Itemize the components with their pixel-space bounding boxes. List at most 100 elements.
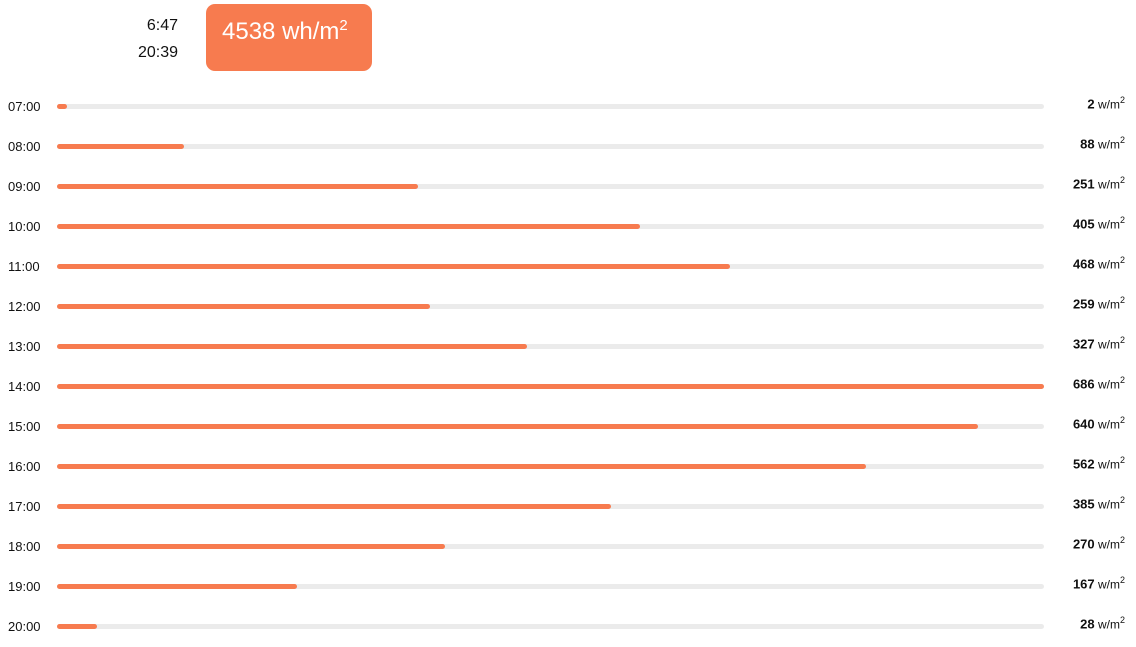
hour-tick-label: 10:00 [8,219,41,234]
bar-track [57,344,1044,349]
chart-row: 17:00 385 w/m2 [0,482,1136,522]
bar-value-unit-exponent: 2 [1119,295,1125,305]
chart-row: 16:00 562 w/m2 [0,442,1136,482]
bar-value-label: 167 w/m2 [1073,573,1125,592]
bar-value-unit-exponent: 2 [1119,615,1125,625]
bar [57,304,430,309]
daily-total-value: 4538 [222,18,276,45]
bar [57,344,528,349]
bar-value-unit-exponent: 2 [1119,535,1125,545]
daily-total-unit: wh/m [282,18,340,45]
bar-value-unit-exponent: 2 [1119,415,1125,425]
bar [57,184,419,189]
bar-value-number: 259 [1072,296,1095,312]
chart-row: 12:00 259 w/m2 [0,282,1136,322]
bar-value-unit: w/m [1094,97,1120,112]
bar-value-unit-exponent: 2 [1119,255,1125,265]
chart-row: 10:00 405 w/m2 [0,202,1136,242]
bar [57,424,978,429]
bar-value-unit-exponent: 2 [1119,575,1125,585]
bar-value-number: 88 [1080,136,1095,152]
bar-track [57,264,1044,269]
header: 6:47 20:39 4538 wh/m2 [0,0,1136,82]
bar-value-number: 2 [1087,96,1095,112]
hour-tick-label: 08:00 [8,139,41,154]
bar-value-unit: w/m [1094,377,1120,392]
bar [57,584,298,589]
sun-times: 6:47 20:39 [100,12,178,66]
hour-tick-label: 19:00 [8,579,41,594]
bar-track [57,504,1044,509]
hour-tick-label: 13:00 [8,339,41,354]
bar [57,384,1044,389]
bar-track [57,184,1044,189]
bar [57,624,98,629]
hour-tick-label: 11:00 [8,259,40,274]
bar-value-unit: w/m [1094,417,1120,432]
bar-value-unit-exponent: 2 [1119,95,1125,105]
bar [57,144,184,149]
bar-value-label: 686 w/m2 [1073,373,1125,392]
bar-value-unit: w/m [1094,137,1120,152]
chart-row: 19:00 167 w/m2 [0,562,1136,602]
bar-value-unit: w/m [1094,497,1120,512]
bar-value-unit: w/m [1094,297,1120,312]
bar-value-number: 640 [1072,416,1095,432]
chart-row: 15:00 640 w/m2 [0,402,1136,442]
hour-tick-label: 14:00 [8,379,41,394]
bar-value-unit: w/m [1094,217,1120,232]
bar-value-label: 88 w/m2 [1080,133,1125,152]
bar-value-unit: w/m [1094,457,1120,472]
bar [57,544,446,549]
bar-value-number: 562 [1072,456,1095,472]
chart-row: 07:00 2 w/m2 [0,82,1136,122]
hour-tick-label: 15:00 [8,419,41,434]
daily-total-unit-exponent: 2 [339,17,348,34]
bar-value-label: 251 w/m2 [1073,173,1125,192]
bar-value-unit: w/m [1094,257,1120,272]
bar-value-label: 259 w/m2 [1073,293,1125,312]
hour-tick-label: 18:00 [8,539,41,554]
bar-value-label: 270 w/m2 [1073,533,1125,552]
bar-value-unit-exponent: 2 [1119,215,1125,225]
bar-value-label: 405 w/m2 [1073,213,1125,232]
chart-row: 09:00 251 w/m2 [0,162,1136,202]
chart-row: 13:00 327 w/m2 [0,322,1136,362]
bar-track [57,584,1044,589]
bar-value-label: 385 w/m2 [1073,493,1125,512]
bar-value-label: 468 w/m2 [1073,253,1125,272]
hourly-irradiance-chart: 07:00 2 w/m2 08:00 88 w/m2 09:00 251 w/m2 10:0… [0,82,1136,642]
chart-row: 08:00 88 w/m2 [0,122,1136,162]
bar-track [57,384,1044,389]
hour-tick-label: 17:00 [8,499,41,514]
bar-value-number: 251 [1072,176,1095,192]
bar-track [57,624,1044,629]
chart-row: 18:00 270 w/m2 [0,522,1136,562]
bar-track [57,464,1044,469]
bar-value-unit: w/m [1094,577,1120,592]
bar-value-unit: w/m [1094,617,1120,632]
hour-tick-label: 20:00 [8,619,41,634]
hour-tick-label: 16:00 [8,459,41,474]
chart-row: 20:00 28 w/m2 [0,602,1136,642]
bar-value-number: 405 [1072,216,1095,232]
bar-value-number: 327 [1072,336,1095,352]
chart-row: 14:00 686 w/m2 [0,362,1136,402]
bar [57,264,731,269]
daily-total-badge: 4538 wh/m2 [206,4,372,71]
bar-value-unit-exponent: 2 [1119,455,1125,465]
bar-value-label: 327 w/m2 [1073,333,1125,352]
bar-value-label: 640 w/m2 [1073,413,1125,432]
bar-value-number: 28 [1080,616,1095,632]
bar-track [57,144,1044,149]
bar-value-unit: w/m [1094,177,1120,192]
hour-tick-label: 07:00 [8,99,41,114]
bar-track [57,104,1044,109]
bar [57,504,611,509]
bar [57,464,866,469]
sunrise-time: 6:47 [146,17,178,34]
bar-value-unit-exponent: 2 [1119,375,1125,385]
bar-value-unit: w/m [1094,537,1120,552]
bar-value-label: 28 w/m2 [1080,613,1125,632]
bar-track [57,304,1044,309]
